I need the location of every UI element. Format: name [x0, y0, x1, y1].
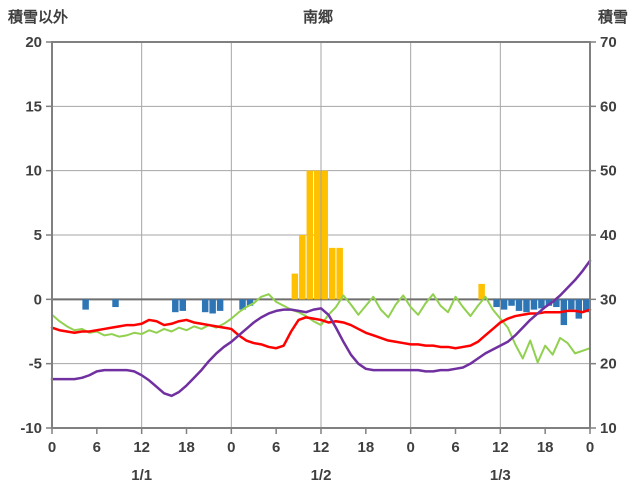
- blue-bars-bar: [530, 299, 538, 310]
- date-label: 1/1: [131, 467, 152, 484]
- blue-bars-bar: [523, 299, 530, 313]
- yellow-bars-bar: [478, 283, 485, 300]
- blue-bars-bar: [209, 299, 216, 314]
- blue-bars-bar: [239, 299, 246, 310]
- yellow-bars-bar: [306, 170, 314, 300]
- blue-bars-bar: [515, 299, 523, 311]
- right-tick-label: 70: [600, 34, 617, 51]
- left-tick-label: 5: [34, 227, 42, 244]
- x-tick-label: 18: [537, 439, 554, 456]
- x-tick-label: 12: [313, 439, 330, 456]
- x-tick-label: 0: [48, 439, 56, 456]
- x-tick-label: 6: [451, 439, 459, 456]
- right-tick-label: 60: [600, 98, 617, 115]
- yellow-bars-bar: [336, 247, 343, 300]
- left-tick-label: -5: [29, 356, 42, 373]
- x-tick-label: 12: [492, 439, 509, 456]
- blue-bars-bar: [538, 299, 545, 309]
- blue-bars-bar: [172, 299, 179, 313]
- x-tick-label: 0: [227, 439, 235, 456]
- chart-title: 南郷: [302, 9, 333, 26]
- red-line: [50, 308, 592, 350]
- blue-bars-bar: [508, 299, 515, 306]
- blue-bars-bar: [493, 299, 500, 308]
- x-tick-label: 0: [586, 439, 594, 456]
- blue-bars-bar: [82, 299, 89, 310]
- yellow-bars-bar: [299, 235, 306, 300]
- date-label: 1/2: [311, 467, 332, 484]
- x-tick-label: 6: [272, 439, 280, 456]
- left-tick-label: 15: [25, 98, 42, 115]
- right-tick-label: 10: [600, 420, 617, 437]
- x-tick-label: 18: [178, 439, 195, 456]
- left-axis-title: 積雪以外: [8, 9, 69, 26]
- blue-bars-bar: [583, 299, 590, 313]
- left-tick-label: 0: [34, 291, 42, 308]
- yellow-bars-bar: [321, 170, 328, 300]
- left-tick-label: 20: [25, 34, 42, 51]
- purple-line: [50, 259, 592, 398]
- left-tick-label: -10: [20, 420, 42, 437]
- right-tick-label: 20: [600, 356, 617, 373]
- x-tick-label: 12: [133, 439, 150, 456]
- blue-bars-bar: [201, 299, 209, 313]
- blue-bars-bar: [545, 299, 553, 306]
- blue-bars-bar: [500, 299, 508, 310]
- right-tick-label: 40: [600, 227, 617, 244]
- blue-bars-bar: [553, 299, 560, 308]
- right-axis-title: 積雪: [597, 9, 628, 26]
- right-tick-label: 30: [600, 291, 617, 308]
- blue-bars-bar: [568, 299, 575, 310]
- green-line: [51, 293, 591, 364]
- yellow-bars-bar: [314, 170, 321, 300]
- left-tick-label: 10: [25, 163, 42, 180]
- right-tick-label: 50: [600, 163, 617, 180]
- blue-bars-bar: [246, 299, 254, 306]
- x-tick-label: 6: [93, 439, 101, 456]
- blue-bars-bar: [179, 299, 186, 311]
- blue-bars-bar: [216, 299, 224, 311]
- yellow-bars-bar: [328, 247, 336, 300]
- yellow-bars-bar: [291, 273, 299, 300]
- date-label: 1/3: [490, 467, 511, 484]
- blue-bars-bar: [112, 299, 119, 308]
- blue-bars-bar: [575, 299, 583, 319]
- x-tick-label: 0: [406, 439, 414, 456]
- x-tick-label: 18: [357, 439, 374, 456]
